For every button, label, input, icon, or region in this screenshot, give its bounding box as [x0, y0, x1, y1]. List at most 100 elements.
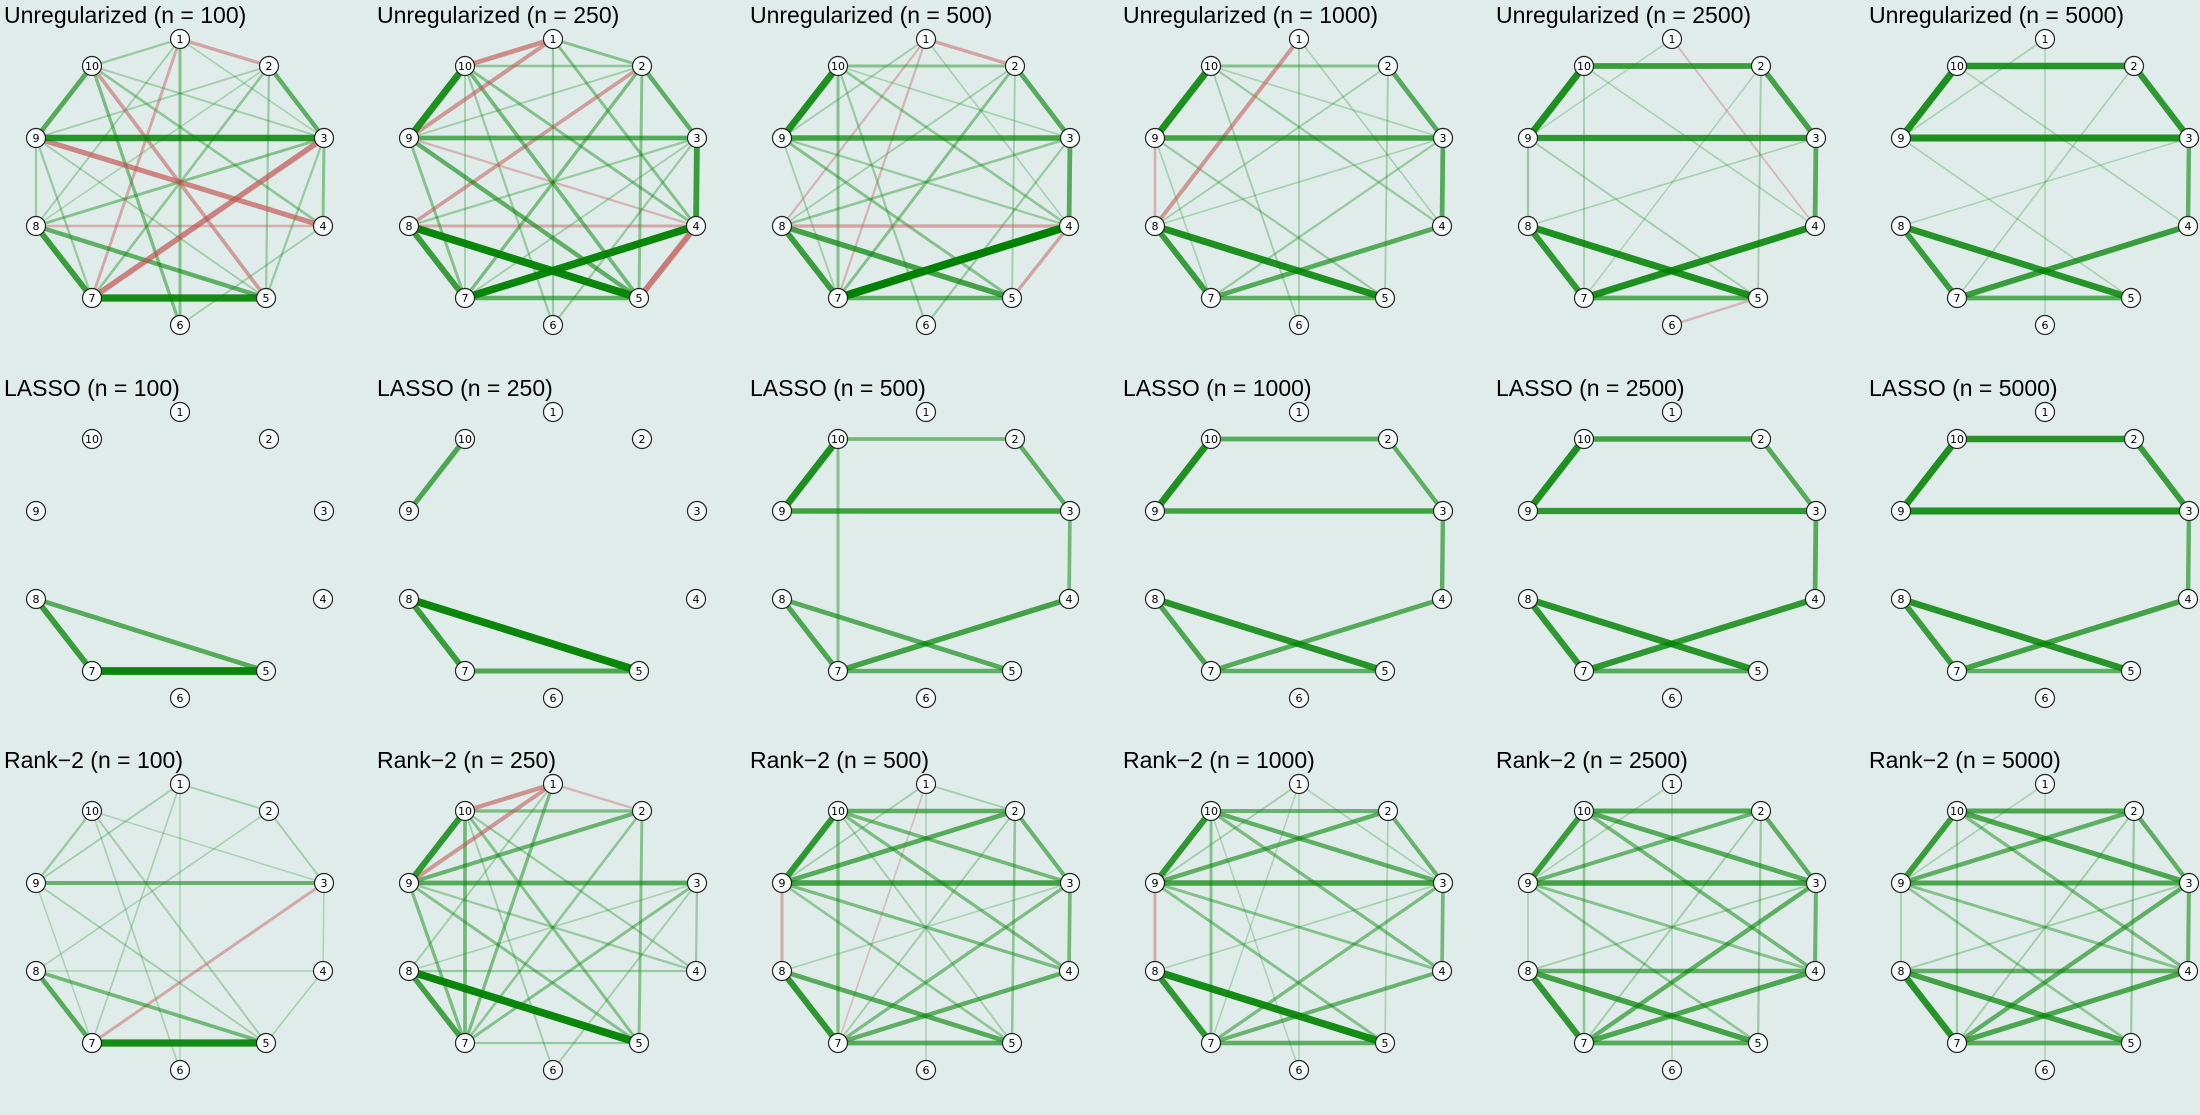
edge-9-4	[407, 136, 698, 228]
edge-2-9	[35, 65, 270, 139]
node-label: 2	[266, 433, 273, 446]
node-circle	[1946, 287, 1968, 309]
node-circle	[313, 127, 335, 149]
node-2: 2	[2123, 428, 2145, 450]
node-circle	[454, 428, 476, 450]
edge-1-9	[1154, 783, 1300, 884]
edges	[33, 596, 270, 675]
node-label: 5	[1382, 1037, 1389, 1050]
node-circle	[631, 800, 653, 822]
edge-7-4	[835, 968, 1072, 1046]
edge-1-9	[1900, 783, 2046, 884]
node-3: 3	[1059, 872, 1081, 894]
node-1: 1	[542, 401, 564, 423]
node-label: 9	[406, 877, 413, 890]
edge-2-3	[1385, 808, 1446, 886]
edge-9-7	[1154, 137, 1212, 299]
edge-1-4	[925, 38, 1070, 227]
edge-10-5	[463, 64, 641, 300]
node-circle	[1001, 660, 1023, 682]
edge-9-5	[780, 136, 1014, 300]
node-circle	[1200, 287, 1222, 309]
node-circle	[1804, 960, 1826, 982]
node-5: 5	[2120, 1032, 2142, 1054]
node-circle	[313, 500, 335, 522]
node-circle	[169, 28, 191, 50]
node-10: 10	[1200, 55, 1222, 77]
node-circle	[398, 500, 420, 522]
edge-10-5	[837, 810, 1013, 1044]
nodes: 1 2 3 4 5 6 7 8 9 10	[398, 401, 708, 709]
edge-8-5	[1897, 595, 2135, 675]
node-label: 10	[831, 60, 845, 73]
edge-10-6	[1210, 65, 1300, 326]
node-circle	[81, 800, 103, 822]
edge-3-4	[1812, 508, 1819, 602]
node-7: 7	[1573, 287, 1595, 309]
edge-3-4	[1067, 509, 1072, 601]
edge-8-5	[34, 969, 268, 1045]
edge-9-5	[1526, 881, 1760, 1045]
node-circle	[169, 314, 191, 336]
edge-2-5	[1011, 65, 1016, 299]
edge-7-4	[1580, 222, 1819, 302]
node-label: 2	[266, 60, 273, 73]
node-circle	[258, 800, 280, 822]
network-panel: 1 2 3 4 5 6 7 8 9 10 Rank−2 (n = 100)	[0, 745, 372, 1115]
node-label: 9	[1525, 505, 1532, 518]
node-3: 3	[1805, 500, 1827, 522]
node-1: 1	[915, 401, 937, 423]
node-3: 3	[2178, 500, 2200, 522]
node-label: 9	[1152, 505, 1159, 518]
panel-title: Rank−2 (n = 1000)	[1123, 747, 1315, 773]
edge-7-3	[1954, 880, 2192, 1046]
edge-10-4	[1956, 65, 2189, 227]
node-label: 1	[1669, 406, 1676, 419]
node-8: 8	[398, 960, 420, 982]
node-circle	[1200, 800, 1222, 822]
panel-title: Rank−2 (n = 2500)	[1496, 747, 1688, 773]
node-label: 10	[1204, 60, 1218, 73]
node-1: 1	[1661, 401, 1683, 423]
nodes: 1 2 3 4 5 6 7 8 9 10	[25, 773, 335, 1081]
edge-2-7	[1583, 65, 1762, 299]
node-label: 7	[1208, 292, 1215, 305]
node-4: 4	[1058, 588, 1080, 610]
node-2: 2	[1750, 55, 1772, 77]
edge-10-9	[1897, 62, 1961, 142]
node-circle	[686, 872, 708, 894]
node-circle	[1750, 800, 1772, 822]
edge-10-9	[1897, 435, 1961, 515]
edge-8-7	[1524, 967, 1588, 1047]
node-label: 5	[1009, 292, 1016, 305]
node-3: 3	[2178, 127, 2200, 149]
node-label: 1	[923, 406, 930, 419]
node-9: 9	[1144, 872, 1166, 894]
edge-2-3	[1385, 63, 1446, 141]
node-circle	[915, 401, 937, 423]
edge-10-3	[836, 809, 1072, 885]
edge-2-7	[1583, 810, 1762, 1044]
node-7: 7	[81, 660, 103, 682]
node-circle	[686, 500, 708, 522]
network-panel: 1 2 3 4 5 6 7 8 9 10 Unregularized (n = 1000)	[1119, 0, 1491, 370]
edge-2-5	[1384, 810, 1389, 1044]
node-label: 5	[1755, 292, 1762, 305]
edge-9-4	[1153, 881, 1444, 973]
node-label: 5	[2128, 292, 2135, 305]
node-circle	[1200, 660, 1222, 682]
node-circle	[2177, 215, 2199, 237]
node-9: 9	[1890, 127, 1912, 149]
edge-8-7	[778, 967, 842, 1047]
node-label: 8	[779, 593, 786, 606]
node-circle	[1517, 588, 1539, 610]
node-5: 5	[628, 660, 650, 682]
network-graph: 1 2 3 4 5 6 7 8 9 10	[1144, 28, 1454, 336]
node-circle	[1288, 28, 1310, 50]
node-circle	[398, 960, 420, 982]
network-graph: 1 2 3 4 5 6 7 8 9 10	[25, 773, 335, 1081]
node-circle	[1805, 127, 1827, 149]
node-circle	[1004, 800, 1026, 822]
edge-10-1	[462, 36, 556, 69]
node-8: 8	[1144, 215, 1166, 237]
